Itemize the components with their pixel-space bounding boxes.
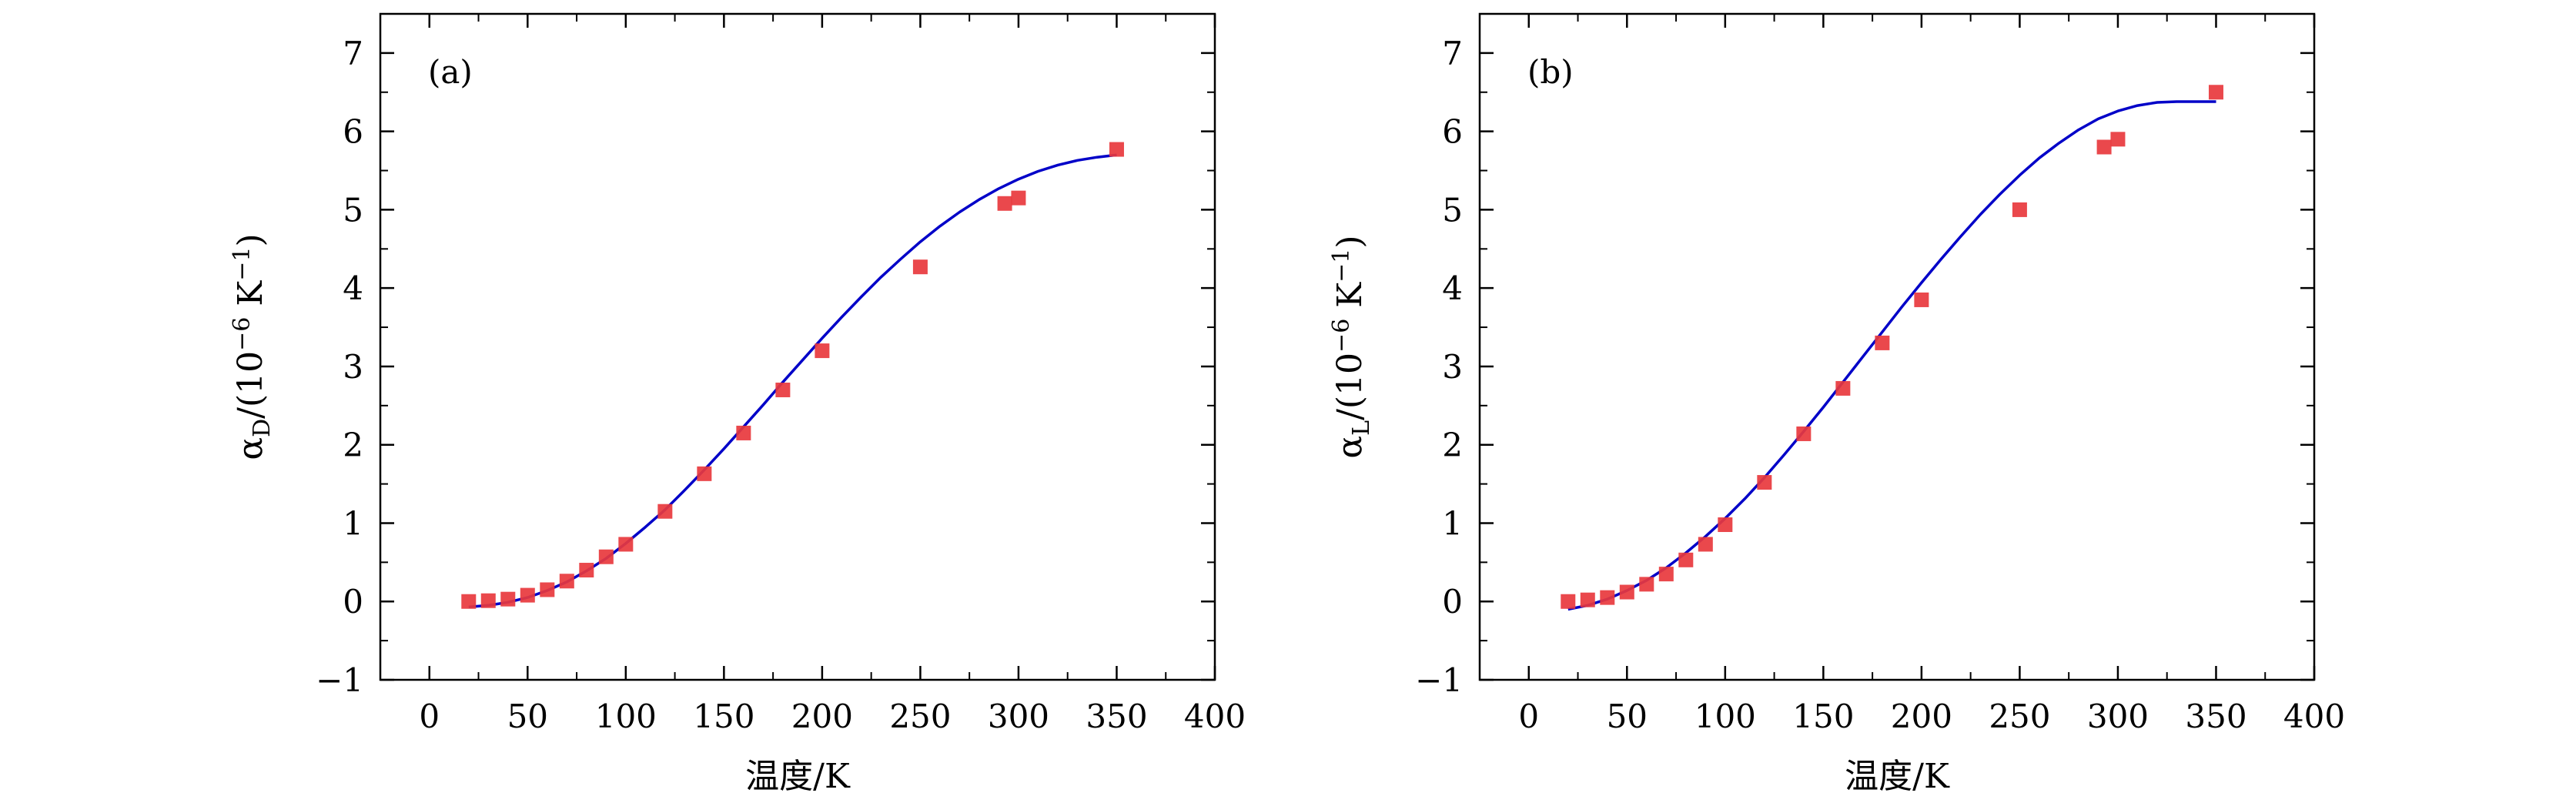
x-tick-label: 0 [1518, 698, 1539, 735]
data-point [1619, 584, 1634, 600]
y-tick-label: 1 [343, 504, 363, 542]
data-point [1875, 335, 1890, 350]
y-tick-label: 4 [1442, 269, 1463, 307]
y-tick-label: 1 [1442, 504, 1463, 542]
x-tick-label: 300 [2087, 698, 2149, 735]
plot-frame [379, 12, 1216, 681]
data-point [598, 549, 614, 564]
x-axis-label: 温度/K [745, 757, 851, 796]
y-tick-label: 0 [1442, 583, 1463, 621]
data-point [657, 504, 673, 519]
y-tick-label: 0 [343, 583, 363, 621]
y-tick-label: −1 [1415, 661, 1463, 699]
x-tick-label: 300 [988, 698, 1049, 735]
data-point [461, 594, 477, 609]
x-tick-label: 150 [693, 698, 754, 735]
panel-label: (b) [1527, 53, 1574, 91]
data-point [1914, 292, 1929, 307]
data-point [1109, 142, 1124, 157]
data-point [1561, 594, 1576, 609]
data-point [815, 343, 830, 359]
x-axis-label: 温度/K [1845, 757, 1950, 796]
data-point [1698, 537, 1713, 552]
y-tick-label: −1 [316, 661, 363, 699]
data-point [2208, 85, 2223, 100]
y-tick-label: 4 [343, 269, 363, 307]
data-point [618, 537, 634, 552]
data-point [1718, 517, 1733, 533]
data-point [500, 591, 516, 607]
x-tick-label: 350 [1086, 698, 1147, 735]
fit-curve [468, 153, 1117, 609]
data-point [1757, 475, 1772, 490]
fit-curve [1567, 100, 2216, 611]
x-tick-label: 100 [1694, 698, 1756, 735]
panel-label: (a) [428, 53, 473, 91]
data-point [775, 382, 791, 397]
data-point [2096, 139, 2112, 155]
y-tick-label: 2 [1442, 427, 1463, 464]
y-tick-label: 7 [343, 35, 363, 72]
y-tick-label: 2 [343, 427, 363, 464]
x-tick-label: 400 [2283, 698, 2345, 735]
chart-panel-b: 0 50 100 150 200 250 300 350 400 −1 0 1 2 3 4 5 6 7 (b) 温度/… [1328, 12, 2345, 796]
y-axis-label: αD/(10−6 K−1) [229, 233, 276, 460]
data-point [540, 582, 555, 597]
y-tick-label: 7 [1442, 35, 1463, 72]
data-point [997, 196, 1012, 211]
data-point [1658, 567, 1674, 582]
y-axis-label: αL/(10−6 K−1) [1328, 235, 1375, 458]
data-point [1678, 552, 1694, 567]
y-tick-label: 3 [1442, 348, 1463, 386]
y-tick-label: 6 [343, 113, 363, 151]
data-point [480, 593, 496, 608]
y-tick-label: 3 [343, 348, 363, 386]
data-point [697, 466, 712, 481]
data-point [2110, 132, 2126, 147]
y-tick-label: 5 [343, 191, 363, 229]
x-tick-label: 150 [1792, 698, 1854, 735]
data-point [559, 574, 574, 589]
data-point [520, 587, 535, 603]
x-tick-label: 250 [889, 698, 951, 735]
x-tick-label: 100 [595, 698, 657, 735]
x-tick-label: 400 [1184, 698, 1246, 735]
data-point [1011, 190, 1026, 206]
data-point [1796, 426, 1812, 441]
x-tick-label: 350 [2185, 698, 2246, 735]
data-point [1580, 592, 1595, 607]
y-tick-label: 6 [1442, 113, 1463, 151]
data-point [1600, 590, 1615, 605]
x-tick-label: 0 [419, 698, 440, 735]
data-point [1639, 577, 1654, 592]
x-tick-label: 200 [791, 698, 853, 735]
x-tick-label: 50 [1607, 698, 1648, 735]
x-tick-label: 250 [1989, 698, 2050, 735]
data-point [579, 563, 594, 578]
chart-panel-a: 0 50 100 150 200 250 300 350 400 −1 0 1 2 3 4 5 6 7 (a) 温度/… [229, 12, 1246, 796]
x-tick-label: 50 [507, 698, 548, 735]
plot-frame [1478, 12, 2316, 681]
data-point [1835, 380, 1851, 396]
data-point [912, 259, 928, 275]
y-tick-label: 5 [1442, 191, 1463, 229]
x-tick-label: 200 [1891, 698, 1952, 735]
data-point [736, 425, 751, 440]
data-point [2012, 202, 2027, 217]
